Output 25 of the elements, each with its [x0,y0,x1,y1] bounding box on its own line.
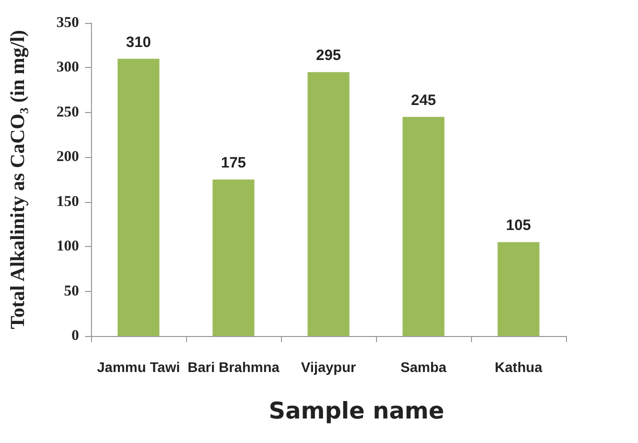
x-tick-label: Bari Brahmna [188,359,280,375]
y-tick-label: 300 [56,60,79,76]
data-label: 295 [316,47,342,64]
data-label: 310 [126,34,152,51]
data-label: 245 [410,92,436,109]
x-tick-label: Jammu Tawi [97,359,180,375]
y-tick-label: 50 [64,283,79,300]
x-tick-label: Vijaypur [301,359,357,375]
y-tick-label: 200 [56,149,79,166]
bar [402,116,444,336]
x-tick-label: Samba [400,359,447,375]
bar [498,242,540,336]
data-label: 175 [220,154,246,172]
y-tick-label: 250 [56,104,79,120]
y-axis-title: Total Alkalinity as CaCO₃ (in mg/l) [7,30,29,330]
bar [308,72,350,336]
y-tick-label: 0 [72,328,79,344]
y-tick-label: 100 [56,238,79,255]
bar [118,58,160,336]
data-label: 105 [506,217,532,234]
x-axis-title: Sample name [268,398,444,424]
x-tick-label: Kathua [494,359,542,375]
bar [212,180,254,336]
y-tick-label: 150 [56,194,79,210]
y-tick-label: 350 [56,15,79,31]
